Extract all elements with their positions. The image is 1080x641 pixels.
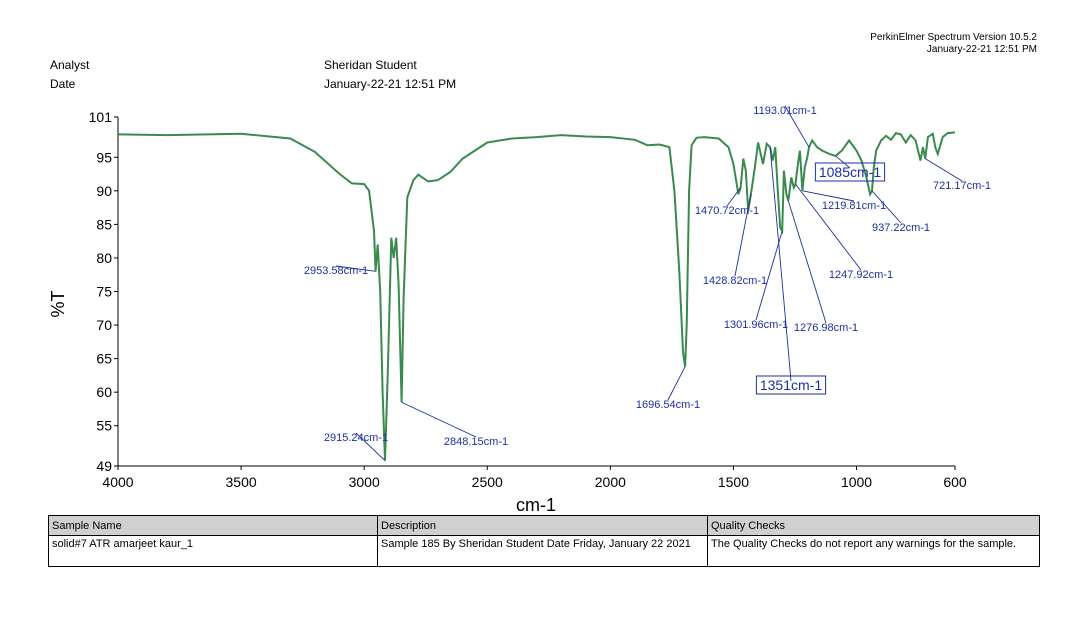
peak-leader-line xyxy=(769,147,792,382)
y-tick-label: 90 xyxy=(96,183,112,199)
peak-label: 1085cm-1 xyxy=(819,164,881,180)
x-tick-label: 3000 xyxy=(349,474,380,490)
x-axis-label: cm-1 xyxy=(516,495,556,515)
peak-leader-line xyxy=(784,105,810,148)
peak-leader-line xyxy=(802,190,855,202)
software-version: PerkinElmer Spectrum Version 10.5.2 xyxy=(870,32,1037,43)
x-tick-label: 1500 xyxy=(718,474,749,490)
peak-label: 937.22cm-1 xyxy=(872,222,930,234)
peak-leader-line xyxy=(871,190,902,224)
date-value: January-22-21 12:51 PM xyxy=(324,77,457,91)
peak-leader-line xyxy=(667,366,686,401)
x-tick-label: 3500 xyxy=(226,474,257,490)
table-row: solid#7 ATR amarjeet kaur_1 Sample 185 B… xyxy=(48,535,1040,567)
peak-annotations: 2953.58cm-1 2915.24cm-1 2848.15cm-1 1696.54… xyxy=(304,105,991,461)
peak-leader-line xyxy=(787,200,827,324)
y-tick-label: 75 xyxy=(96,284,112,300)
peak-label: 1193.01cm-1 xyxy=(753,105,816,117)
analyst-value: Sheridan Student xyxy=(324,58,417,72)
table-header-description: Description xyxy=(377,515,708,536)
y-tick-label: 55 xyxy=(96,418,112,434)
peak-label: 1696.54cm-1 xyxy=(636,399,700,411)
x-tick-label: 1000 xyxy=(841,474,872,490)
ir-spectrum-chart: 49 55 60 65 70 75 80 85 90 95 101 4000 3500 3000 2500 2… xyxy=(48,105,991,515)
peak-leader-line xyxy=(755,230,783,321)
y-tick-label: 95 xyxy=(96,149,112,165)
peak-label: 2953.58cm-1 xyxy=(304,265,368,277)
peak-label-box xyxy=(755,375,827,395)
peak-leader-line xyxy=(355,432,386,461)
peak-label: 2915.24cm-1 xyxy=(324,432,388,444)
date-label: Date xyxy=(50,77,76,91)
peak-label: 1351cm-1 xyxy=(760,377,822,393)
y-tick-label: 85 xyxy=(96,216,112,232)
description-cell: Sample 185 By Sheridan Student Date Frid… xyxy=(377,535,708,567)
peak-label: 721.17cm-1 xyxy=(933,180,991,192)
x-tick-label: 4000 xyxy=(102,474,133,490)
peak-label: 1219.81cm-1 xyxy=(822,200,886,212)
table-header-quality-checks: Quality Checks xyxy=(707,515,1040,536)
peak-leader-line xyxy=(795,183,862,271)
peak-leader-line xyxy=(734,193,752,277)
y-tick-label: 65 xyxy=(96,351,112,367)
header-timestamp: January-22-21 12:51 PM xyxy=(926,44,1037,55)
y-tick-label: 101 xyxy=(89,109,113,125)
table-header-row: Sample Name Description Quality Checks xyxy=(48,515,1040,536)
y-tick-label: 49 xyxy=(96,458,112,474)
analyst-label: Analyst xyxy=(50,58,90,72)
x-tick-label: 600 xyxy=(943,474,967,490)
peak-leader-line xyxy=(835,155,851,169)
quality-checks-cell: The Quality Checks do not report any war… xyxy=(707,535,1040,567)
peak-label: 2848.15cm-1 xyxy=(444,436,508,448)
y-tick-label: 70 xyxy=(96,317,112,333)
peak-label: 1301.96cm-1 xyxy=(724,319,788,331)
peak-label: 1247.92cm-1 xyxy=(829,269,893,281)
peak-leader-line xyxy=(401,401,477,438)
x-tick-label: 2000 xyxy=(595,474,626,490)
spectrum-line xyxy=(117,131,956,461)
peak-label: 1428.82cm-1 xyxy=(703,275,767,287)
peak-leader-line xyxy=(335,265,376,272)
peak-label: 1276.98cm-1 xyxy=(794,322,858,334)
peak-label: 1470.72cm-1 xyxy=(695,205,759,217)
peak-leader-line xyxy=(924,158,963,182)
y-axis-label: %T xyxy=(48,290,68,317)
sample-name-cell: solid#7 ATR amarjeet kaur_1 xyxy=(48,535,378,567)
y-tick-label: 80 xyxy=(96,250,112,266)
sample-info-table: Sample Name Description Quality Checks s… xyxy=(48,515,1040,567)
peak-leader-line xyxy=(726,187,742,207)
peak-label-box xyxy=(814,162,886,182)
chart-axes: 49 55 60 65 70 75 80 85 90 95 101 4000 3500 3000 2500 2… xyxy=(89,109,967,490)
x-tick-label: 2500 xyxy=(472,474,503,490)
y-tick-label: 60 xyxy=(96,384,112,400)
table-header-sample-name: Sample Name xyxy=(48,515,378,536)
